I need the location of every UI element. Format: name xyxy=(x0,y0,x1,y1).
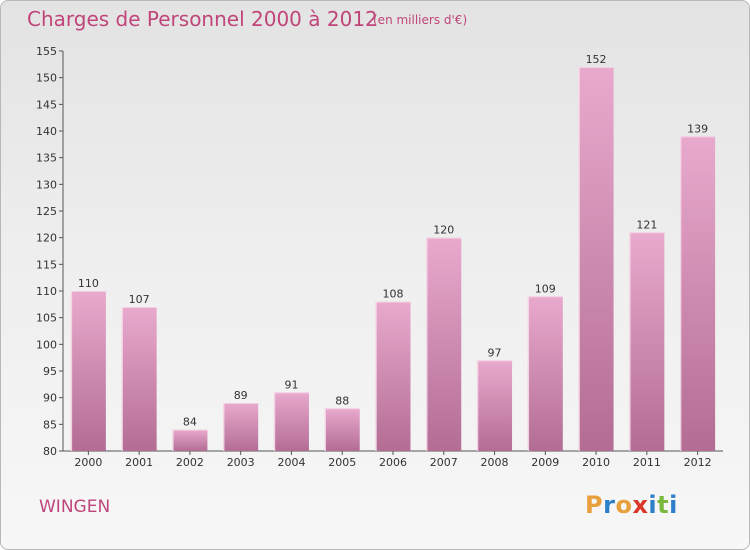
logo-letter: x xyxy=(632,491,649,519)
value-label-2005: 88 xyxy=(335,394,349,407)
bar-2001 xyxy=(121,307,157,451)
bar-2004 xyxy=(273,392,309,451)
y-tick-label: 105 xyxy=(36,312,57,325)
y-tick-label: 145 xyxy=(36,98,57,111)
value-label-2008: 97 xyxy=(488,346,502,359)
y-tick-label: 120 xyxy=(36,232,57,245)
bar-2007 xyxy=(426,237,462,451)
y-tick-label: 115 xyxy=(36,258,57,271)
y-tick-label: 90 xyxy=(43,392,57,405)
y-tick-label: 140 xyxy=(36,125,57,138)
x-tick-label-2000: 2000 xyxy=(74,456,102,469)
bar-2011 xyxy=(629,232,665,451)
x-tick-label-2009: 2009 xyxy=(531,456,559,469)
logo-letter: o xyxy=(615,491,633,519)
logo-letter: r xyxy=(603,491,616,519)
y-tick-label: 110 xyxy=(36,285,57,298)
x-tick-label-2004: 2004 xyxy=(277,456,305,469)
y-tick-label: 155 xyxy=(36,45,57,58)
bar-2005 xyxy=(324,408,360,451)
value-label-2006: 108 xyxy=(383,288,404,301)
bar-2000 xyxy=(70,291,106,451)
x-tick-label-2005: 2005 xyxy=(328,456,356,469)
bar-2006 xyxy=(375,301,411,451)
y-tick-label: 95 xyxy=(43,365,57,378)
value-label-2001: 107 xyxy=(129,293,150,306)
y-tick-label: 130 xyxy=(36,178,57,191)
bar-2008 xyxy=(477,360,513,451)
x-tick-label-2012: 2012 xyxy=(684,456,712,469)
value-label-2009: 109 xyxy=(535,282,556,295)
value-label-2004: 91 xyxy=(284,378,298,391)
x-tick-label-2008: 2008 xyxy=(481,456,509,469)
x-tick-label-2007: 2007 xyxy=(430,456,458,469)
proxiti-logo: Proxiti xyxy=(585,491,678,519)
value-label-2000: 110 xyxy=(78,277,99,290)
logo-letter: i xyxy=(669,491,678,519)
y-tick-label: 125 xyxy=(36,205,57,218)
chart-title: Charges de Personnel 2000 à 2012 xyxy=(27,7,378,31)
logo-letter: i xyxy=(648,491,658,519)
y-tick-label: 150 xyxy=(36,72,57,85)
bar-2010 xyxy=(578,67,614,451)
value-label-2003: 89 xyxy=(234,389,248,402)
logo-letter: P xyxy=(585,491,604,519)
y-tick-label: 80 xyxy=(43,445,57,458)
y-tick-label: 135 xyxy=(36,152,57,165)
x-tick-label-2001: 2001 xyxy=(125,456,153,469)
value-label-2012: 139 xyxy=(687,122,708,135)
logo-letter: t xyxy=(657,491,670,519)
x-tick-label-2006: 2006 xyxy=(379,456,407,469)
bar-2003 xyxy=(223,403,259,451)
bar-2009 xyxy=(527,296,563,451)
bar-2012 xyxy=(680,136,716,452)
x-tick-label-2010: 2010 xyxy=(582,456,610,469)
x-tick-label-2002: 2002 xyxy=(176,456,204,469)
value-label-2011: 121 xyxy=(636,218,657,231)
y-tick-label: 100 xyxy=(36,338,57,351)
bar-2002 xyxy=(172,429,208,451)
commune-name: WINGEN xyxy=(39,497,111,517)
value-label-2010: 152 xyxy=(586,53,607,66)
x-tick-label-2003: 2003 xyxy=(227,456,255,469)
value-label-2007: 120 xyxy=(433,224,454,237)
value-label-2002: 84 xyxy=(183,416,197,429)
chart-subtitle: (en milliers d'€) xyxy=(373,13,468,27)
x-tick-label-2011: 2011 xyxy=(633,456,661,469)
y-tick-label: 85 xyxy=(43,418,57,431)
